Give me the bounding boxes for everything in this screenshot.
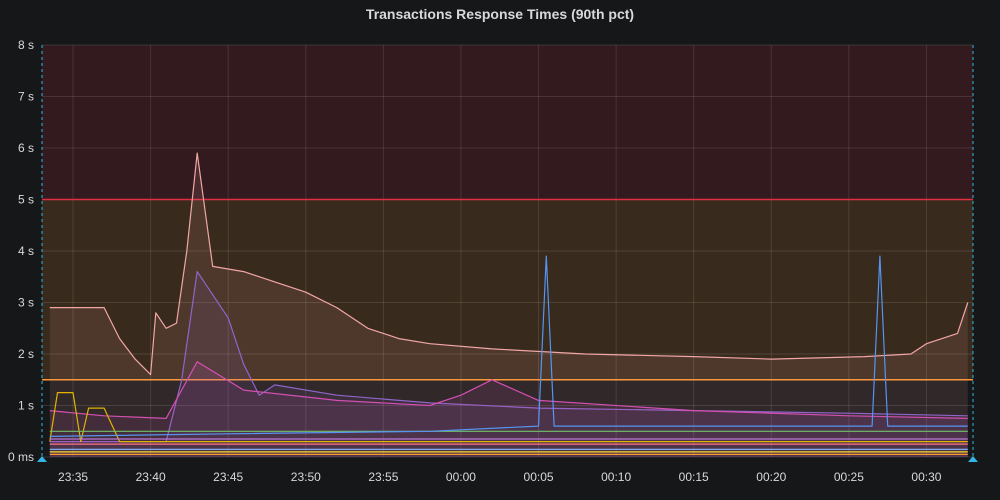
x-axis: 23:35 23:40 23:45 23:50 23:55 00:00 00:05 00:10… [58, 470, 942, 484]
x-tick-label: 00:30 [911, 470, 941, 484]
series-line-6 [49, 255, 968, 437]
y-axis: 0 ms 1 s 2 s 3 s 4 s 5 s 6 s 7 s 8 s [8, 38, 34, 464]
y-tick-label: 4 s [18, 244, 34, 258]
y-tick-label: 2 s [18, 347, 34, 361]
range-end-marker [968, 456, 978, 462]
y-tick-label: 1 s [18, 399, 34, 413]
range-start-marker [37, 456, 47, 462]
x-tick-label: 00:10 [601, 470, 631, 484]
y-tick-label: 6 s [18, 141, 34, 155]
y-tick-label: 5 s [18, 193, 34, 207]
threshold-region-1 [42, 45, 973, 200]
y-tick-label: 8 s [18, 38, 34, 52]
x-tick-label: 00:05 [524, 470, 554, 484]
time-range-edges [37, 45, 978, 462]
y-tick-label: 3 s [18, 296, 34, 310]
series-line-3 [49, 361, 968, 419]
x-tick-label: 23:35 [58, 470, 88, 484]
x-tick-label: 00:00 [446, 470, 476, 484]
series-lines [49, 152, 969, 457]
series-area-2 [49, 271, 968, 457]
y-tick-label: 0 ms [8, 450, 34, 464]
x-tick-label: 00:25 [834, 470, 864, 484]
series-line-2 [49, 271, 968, 443]
x-tick-label: 23:40 [136, 470, 166, 484]
series-area-1 [49, 153, 968, 457]
x-tick-label: 00:20 [756, 470, 786, 484]
y-tick-label: 7 s [18, 90, 34, 104]
panel-title[interactable]: Transactions Response Times (90th pct) [365, 6, 635, 22]
x-tick-label: 23:45 [213, 470, 243, 484]
x-tick-label: 23:55 [368, 470, 398, 484]
grid [42, 44, 973, 458]
thresholds [42, 45, 973, 381]
x-tick-label: 00:15 [679, 470, 709, 484]
series-line-1 [49, 152, 969, 376]
x-tick-label: 23:50 [291, 470, 321, 484]
